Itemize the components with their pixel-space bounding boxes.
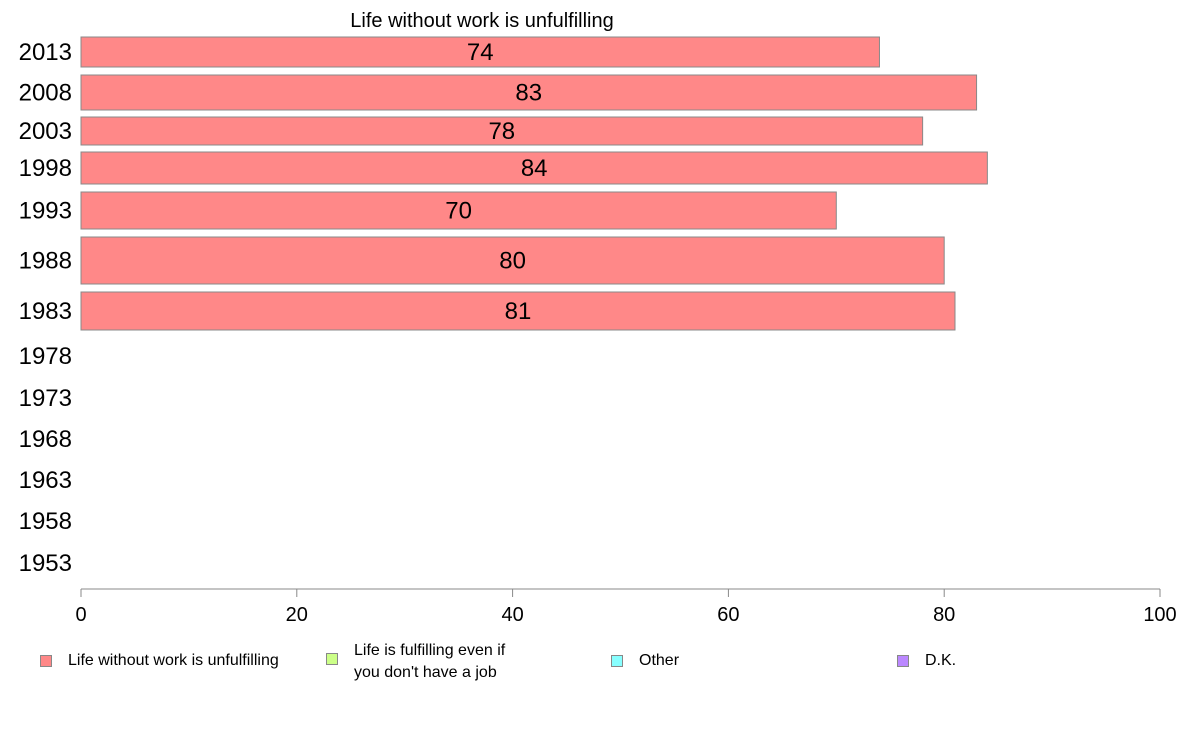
bar-data-label: 74	[467, 39, 494, 66]
y-tick-label: 1978	[19, 343, 72, 370]
x-tick-label: 100	[1143, 604, 1176, 626]
y-tick-label: 2003	[19, 118, 72, 145]
x-tick-label: 60	[717, 604, 739, 626]
x-axis: 0 20 40 60 80 100	[75, 588, 1177, 626]
bar	[80, 236, 945, 285]
y-axis-ticks: 2013 2008 2003 1998 1993 1988 1983 1978 1973 1968…	[19, 39, 72, 577]
bar	[80, 191, 837, 230]
bar	[80, 116, 924, 146]
bar-data-label: 70	[445, 198, 472, 225]
legend-swatch	[40, 655, 52, 667]
bar-data-label: 78	[488, 118, 515, 145]
y-tick-label: 1973	[19, 385, 72, 412]
legend-swatch	[897, 655, 909, 667]
y-tick-label: 1983	[19, 298, 72, 325]
legend-label: Life is fulfilling even if you don't hav…	[354, 642, 506, 681]
bar	[80, 74, 978, 111]
legend-label: Other	[639, 652, 680, 669]
bar-data-label: 81	[505, 298, 532, 325]
legend-item-unfulfilling: Life without work is unfulfilling	[40, 650, 279, 672]
bar	[80, 291, 956, 331]
bar	[80, 151, 988, 185]
legend: Life without work is unfulfilling Life i…	[0, 640, 1188, 690]
y-tick-label: 1993	[19, 198, 72, 225]
x-tick-label: 80	[933, 604, 955, 626]
bar-data-label: 83	[515, 80, 542, 107]
legend-label: Life without work is unfulfilling	[68, 652, 279, 669]
legend-item-other: Other	[611, 650, 679, 672]
y-tick-label: 2013	[19, 39, 72, 66]
x-tick-label: 0	[75, 604, 86, 626]
chart-title: Life without work is unfulfilling	[350, 10, 613, 32]
bar	[80, 36, 880, 68]
legend-swatch	[326, 653, 338, 665]
y-tick-label: 1953	[19, 550, 72, 577]
x-tick-label: 20	[286, 604, 308, 626]
x-tick-label: 40	[501, 604, 523, 626]
y-tick-label: 1958	[19, 508, 72, 535]
bar-chart: Life without work is unfulfilling 74 8378…	[19, 10, 1177, 626]
legend-item-fulfilling: Life is fulfilling even if you don't hav…	[326, 640, 505, 684]
bar-data-label: 80	[499, 248, 526, 275]
legend-item-dk: D.K.	[897, 650, 956, 672]
y-tick-label: 1998	[19, 155, 72, 182]
y-tick-label: 1963	[19, 467, 72, 494]
y-tick-label: 1968	[19, 426, 72, 453]
y-tick-label: 1988	[19, 248, 72, 275]
bar-data-label: 84	[521, 155, 548, 182]
legend-label: D.K.	[925, 652, 957, 669]
legend-swatch	[611, 655, 623, 667]
y-tick-label: 2008	[19, 80, 72, 107]
